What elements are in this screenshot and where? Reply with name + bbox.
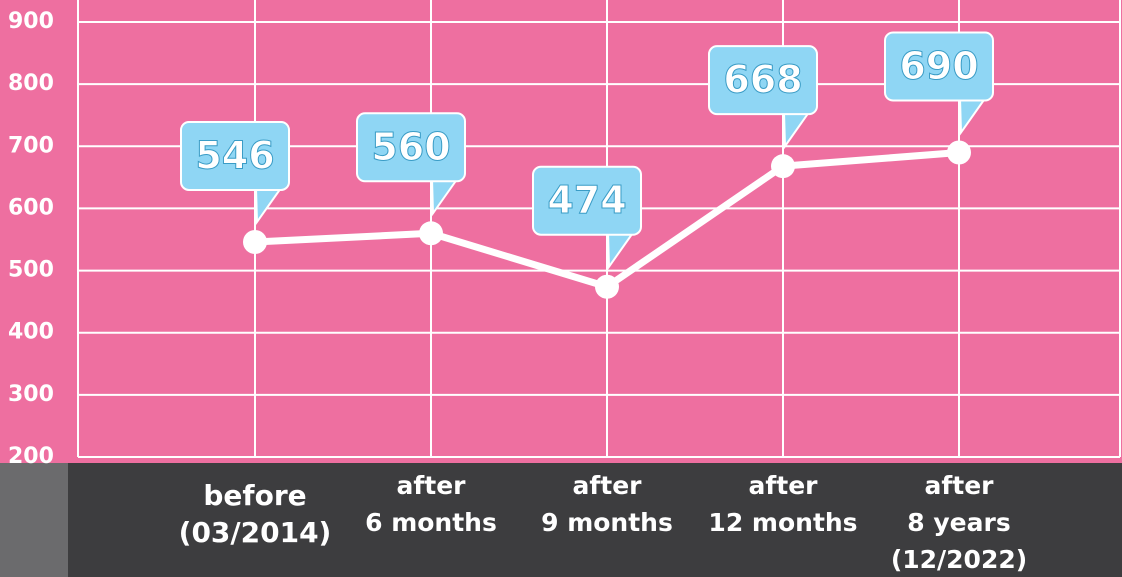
- y-tick-label: 500: [8, 258, 54, 283]
- point: [771, 154, 795, 179]
- y-tick-label: 800: [8, 71, 54, 96]
- point: [419, 221, 443, 246]
- y-tick-label: 200: [8, 444, 54, 469]
- category-band: [0, 463, 1122, 577]
- callout: 546: [180, 120, 290, 226]
- x-tick-label: before (03/2014): [179, 479, 332, 549]
- y-tick-label: 400: [8, 320, 54, 345]
- x-tick-label: after 12 months: [708, 471, 857, 537]
- x-tick-label: after 6 months: [365, 471, 497, 537]
- data-label: 546: [195, 133, 274, 177]
- y-tick-label: 300: [8, 382, 54, 407]
- callout-box: [708, 45, 818, 116]
- data-label: 560: [371, 125, 450, 169]
- callout-box: [532, 165, 642, 236]
- y-tick-label: 900: [8, 9, 54, 34]
- callout-box: [180, 120, 290, 191]
- callout-box: [356, 112, 466, 183]
- data-label: 668: [723, 58, 802, 102]
- callout: 474: [532, 165, 642, 270]
- y-tick-label: 700: [8, 133, 54, 158]
- callout-box: [884, 31, 994, 102]
- callout: 690: [884, 31, 994, 136]
- callout: 560: [356, 112, 466, 217]
- data-label: 690: [899, 44, 978, 88]
- x-tick-label: after 8 years (12/2022): [891, 471, 1027, 574]
- corner-block: [0, 463, 68, 577]
- y-tick-label: 600: [8, 195, 54, 220]
- callout: 668: [708, 45, 818, 150]
- point: [947, 140, 971, 165]
- x-tick-label: after 9 months: [541, 471, 673, 537]
- point: [243, 229, 267, 254]
- data-label: 474: [547, 178, 626, 222]
- point: [595, 274, 619, 299]
